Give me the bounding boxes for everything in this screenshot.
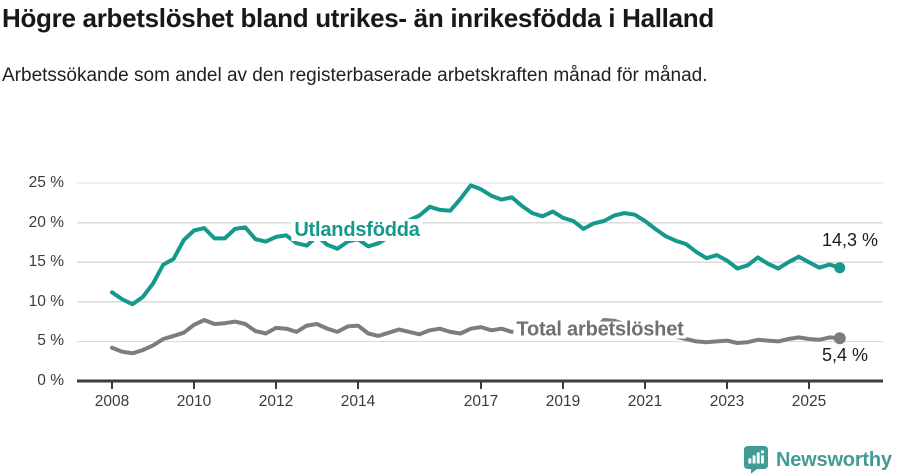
x-axis-tick-label: 2017 bbox=[463, 393, 499, 410]
x-axis-tick-label: 2008 bbox=[94, 393, 130, 410]
series-end-dot-1 bbox=[833, 332, 846, 345]
x-axis-tick-label: 2019 bbox=[545, 393, 581, 410]
x-axis-tick-label: 2025 bbox=[791, 393, 827, 410]
brand-logo[interactable]: Newsworthy bbox=[744, 446, 892, 474]
x-axis-tick-label: 2023 bbox=[709, 393, 745, 410]
page-title: Högre arbetslöshet bland utrikes- än inr… bbox=[2, 3, 714, 33]
newsworthy-icon bbox=[744, 446, 768, 474]
y-axis-tick-label: 25 % bbox=[28, 174, 64, 191]
series-label-utlandsfodda: Utlandsfödda bbox=[291, 219, 423, 241]
y-axis-tick-label: 0 % bbox=[37, 372, 64, 389]
chart-subtitle: Arbetssökande som andel av den registerb… bbox=[2, 65, 708, 86]
end-value-utlandsfodda: 14,3 % bbox=[821, 230, 878, 250]
y-axis-tick-label: 5 % bbox=[37, 332, 64, 350]
series-lines bbox=[110, 183, 842, 356]
brand-name: Newsworthy bbox=[776, 449, 892, 471]
y-axis-tick-label: 10 % bbox=[28, 292, 64, 310]
series-line-0 bbox=[110, 183, 842, 307]
series-end-dot-0 bbox=[834, 262, 846, 274]
x-axis-tick-label: 2021 bbox=[627, 393, 663, 410]
series-label-total-arbetsloshet: Total arbetslöshet bbox=[513, 320, 687, 340]
x-axis-tick-label: 2012 bbox=[258, 393, 294, 410]
y-axis-tick-label: 15 % bbox=[28, 253, 64, 271]
end-dots bbox=[833, 262, 846, 345]
x-axis-tick-label: 2010 bbox=[176, 393, 212, 410]
series-line-1 bbox=[110, 318, 842, 356]
y-axis-tick-label: 20 % bbox=[28, 213, 64, 231]
x-axis bbox=[77, 379, 883, 389]
x-axis-tick-label: 2014 bbox=[340, 393, 376, 410]
end-value-total-arbetsloshet: 5,4 % bbox=[821, 345, 868, 365]
